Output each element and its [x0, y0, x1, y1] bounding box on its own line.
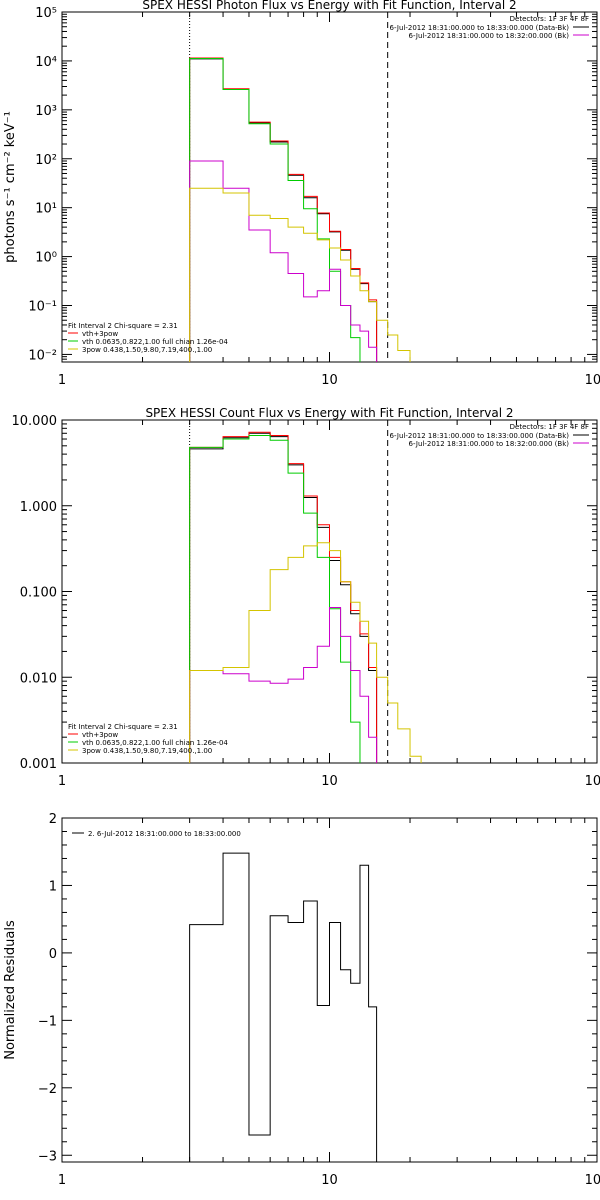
legend-entry: 3pow 0.438,1.50,9.80,7.19,400.,1.00: [82, 346, 212, 354]
chart-title: SPEX HESSI Photon Flux vs Energy with Fi…: [142, 0, 516, 12]
series-vth-line: [189, 58, 361, 362]
legend-entry: vth+3pow: [82, 731, 118, 739]
series-pow-line: [189, 607, 378, 763]
y-tick-label: 10⁵: [35, 6, 57, 21]
y-tick-label: 0: [49, 947, 57, 962]
legend-entry: vth+3pow: [82, 330, 118, 338]
y-tick-label: 10²: [35, 153, 57, 168]
series-data-line: [189, 852, 378, 1162]
y-axis-label: Normalized Residuals: [3, 920, 18, 1060]
legend-fit-header: Fit Interval 2 Chi-square = 2.31: [68, 723, 178, 731]
x-tick-label: 10: [321, 774, 338, 789]
series-data-line: [189, 58, 378, 362]
series-fit-line: [189, 187, 411, 362]
y-tick-label: 10⁴: [35, 55, 57, 70]
x-tick-label: 100: [585, 1173, 600, 1188]
chart-panel-2: SPEX HESSI Count Flux vs Energy with Fit…: [12, 406, 600, 789]
legend-entry: 6-Jul-2012 18:31:00.000 to 18:33:00.000 …: [390, 432, 570, 440]
y-tick-label: −1: [38, 1014, 57, 1029]
chart-title: SPEX HESSI Count Flux vs Energy with Fit…: [145, 406, 513, 420]
legend-entry: 6-Jul-2012 18:31:00.000 to 18:32:00.000 …: [409, 440, 570, 448]
y-tick-label: 10⁰: [35, 251, 57, 266]
y-tick-label: −2: [38, 1082, 57, 1097]
y-tick-label: 1.000: [20, 500, 57, 515]
series-total-line: [189, 57, 378, 362]
legend-entry: vth 0.0635,0.822,1.00 full chian 1.26e-0…: [82, 739, 228, 747]
y-tick-label: 0.010: [20, 671, 57, 686]
x-tick-label: 100: [585, 373, 600, 388]
series-fit-line: [189, 542, 422, 763]
plot-frame: [61, 11, 598, 363]
legend-fit-header: Fit Interval 2 Chi-square = 2.31: [68, 322, 178, 330]
y-tick-label: 10⁻²: [28, 348, 57, 363]
legend-entry: 6-Jul-2012 18:31:00.000 to 18:33:00.000 …: [390, 24, 570, 32]
y-tick-label: 2: [49, 812, 57, 827]
chart-panel-3: Normalized Residuals 1 10 100 −3 −2 −1 0 1 2 2. 6-…: [3, 812, 600, 1188]
series-vth-line: [189, 434, 361, 763]
y-tick-label: 10³: [35, 104, 57, 119]
y-tick-label: 0.001: [20, 757, 57, 772]
legend-entry: 6-Jul-2012 18:31:00.000 to 18:32:00.000 …: [409, 32, 570, 40]
y-tick-label: 10⁻¹: [28, 300, 57, 315]
y-tick-label: 10.000: [12, 414, 58, 429]
x-tick-label: 1: [58, 1173, 66, 1188]
legend-entry: 2. 6-Jul-2012 18:31:00.000 to 18:33:00.0…: [88, 830, 241, 838]
series-total-line: [189, 431, 378, 763]
x-tick-label: 10: [321, 1173, 338, 1188]
y-axis-label: photons s⁻¹ cm⁻² keV⁻¹: [3, 111, 18, 263]
x-tick-label: 1: [58, 774, 66, 789]
legend-detectors: Detectors: 1F 3F 4F 8F: [510, 15, 589, 23]
chart-panel-1: SPEX HESSI Photon Flux vs Energy with Fi…: [3, 0, 600, 388]
x-tick-label: 100: [585, 774, 600, 789]
y-tick-label: 0.100: [20, 586, 57, 601]
y-tick-label: 1: [49, 879, 57, 894]
series-data-line: [189, 432, 378, 763]
x-tick-label: 10: [321, 373, 338, 388]
legend-entry: 3pow 0.438,1.50,9.80,7.19,400.,1.00: [82, 747, 212, 755]
legend-detectors: Detectors: 1F 3F 4F 8F: [510, 423, 589, 431]
y-tick-label: −3: [38, 1149, 57, 1164]
legend-entry: vth 0.0635,0.822,1.00 full chian 1.26e-0…: [82, 338, 228, 346]
y-tick-label: 10¹: [35, 202, 57, 217]
x-tick-label: 1: [58, 373, 66, 388]
